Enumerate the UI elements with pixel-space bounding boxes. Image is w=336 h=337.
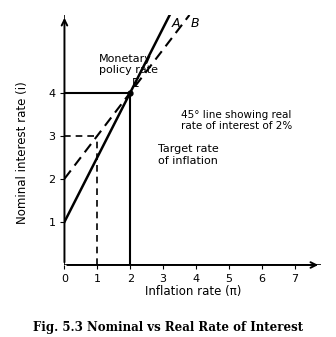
X-axis label: Inflation rate (π): Inflation rate (π) [144, 285, 241, 298]
Text: Fig. 5.3 Nominal vs Real Rate of Interest: Fig. 5.3 Nominal vs Real Rate of Interes… [33, 320, 303, 334]
Text: Monetary
policy rate: Monetary policy rate [99, 54, 158, 75]
Text: E: E [132, 78, 139, 90]
Text: B: B [191, 17, 200, 30]
Text: Target rate
of inflation: Target rate of inflation [158, 144, 219, 166]
Text: 45° line showing real
rate of interest of 2%: 45° line showing real rate of interest o… [181, 110, 292, 131]
Y-axis label: Nominal interest rate (i): Nominal interest rate (i) [15, 81, 29, 224]
Text: A: A [171, 17, 180, 30]
